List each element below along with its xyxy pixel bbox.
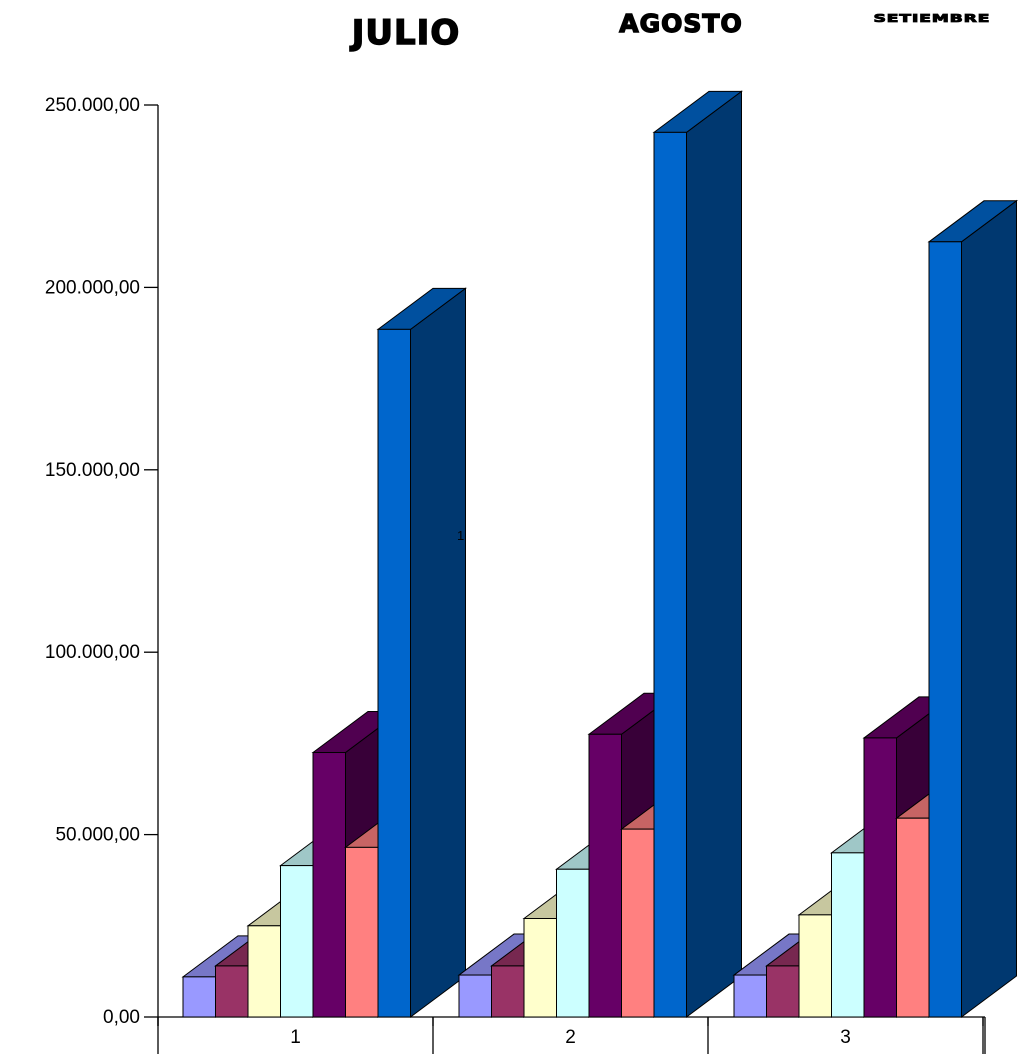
x-tick-label: 2	[565, 1027, 576, 1048]
bar	[588, 733, 622, 1018]
bar	[215, 965, 249, 1018]
bar	[766, 965, 800, 1018]
bar	[863, 737, 897, 1018]
bar	[280, 865, 314, 1018]
bar	[831, 852, 865, 1018]
y-tick-label: 50.000,00	[55, 825, 140, 846]
month-label-setiembre: SETIEMBRE	[874, 13, 991, 25]
bar	[928, 241, 962, 1018]
x-axis-ticks: 1 2 3	[157, 1017, 986, 1054]
bar-series	[181, 90, 1019, 1018]
stray-data-label: 1	[457, 528, 464, 543]
bar	[182, 976, 216, 1018]
bar	[653, 131, 687, 1018]
y-tick-label: 150.000,00	[45, 460, 140, 481]
y-axis-ticks: 0,00 50.000,00 100.000,00 150.000,00 200.000…	[45, 95, 158, 1028]
y-tick-label: 100.000,00	[45, 642, 140, 663]
bar	[312, 752, 346, 1018]
x-tick-label: 1	[290, 1027, 301, 1048]
bar-side-face	[410, 287, 466, 1018]
y-tick-label: 0,00	[103, 1007, 140, 1028]
bar	[733, 974, 767, 1018]
bar	[621, 828, 655, 1018]
bar	[798, 914, 832, 1018]
bar	[556, 868, 590, 1018]
bar	[377, 328, 411, 1018]
bar	[247, 925, 281, 1018]
bar	[458, 974, 492, 1018]
bar	[523, 918, 557, 1018]
y-tick-label: 250.000,00	[45, 95, 140, 116]
bar	[491, 965, 525, 1018]
bar	[345, 846, 379, 1018]
bar-side-face	[961, 199, 1017, 1018]
x-tick-label: 3	[840, 1027, 851, 1048]
month-label-julio: JULIO	[350, 13, 460, 53]
bar	[896, 817, 930, 1018]
bar-side-face	[686, 90, 742, 1018]
y-tick-label: 200.000,00	[45, 277, 140, 298]
month-label-agosto: AGOSTO	[619, 9, 742, 38]
